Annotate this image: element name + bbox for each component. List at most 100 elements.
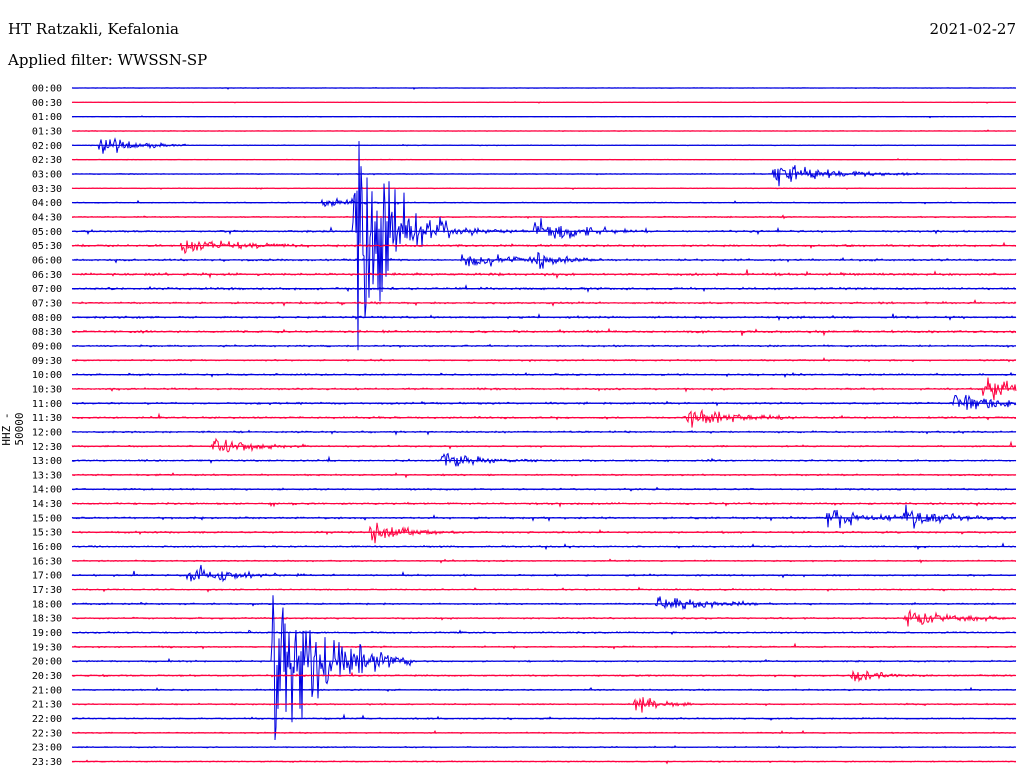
time-label: 05:30 (32, 241, 62, 252)
time-label: 15:30 (32, 528, 62, 539)
time-label: 18:00 (32, 599, 62, 610)
time-label: 07:00 (32, 284, 62, 295)
seismic-trace (71, 452, 1017, 467)
time-label: 11:00 (32, 399, 62, 410)
time-label: 11:30 (32, 413, 62, 424)
time-label: 00:30 (32, 98, 62, 109)
time-label: 09:00 (32, 341, 62, 352)
seismic-trace (71, 137, 1017, 154)
seismic-trace (71, 697, 1017, 713)
seismic-trace (71, 141, 1016, 351)
time-label: 09:30 (32, 356, 62, 367)
time-label: 22:00 (32, 714, 62, 725)
time-label: 14:00 (32, 485, 62, 496)
seismic-trace (71, 472, 1017, 479)
time-label: 03:30 (32, 184, 62, 195)
time-label: 23:30 (32, 757, 62, 768)
seismic-trace (71, 669, 1017, 683)
time-label: 21:30 (32, 700, 62, 711)
seismic-trace (71, 408, 1017, 428)
seismic-trace (71, 87, 1017, 90)
seismic-trace (71, 501, 1017, 508)
filter-label: Applied filter: WWSSN-SP (8, 51, 208, 69)
seismic-trace (71, 608, 1017, 627)
seismic-trace (71, 394, 1017, 410)
time-label: 14:30 (32, 499, 62, 510)
time-label: 19:00 (32, 628, 62, 639)
seismic-trace (71, 214, 1017, 220)
seismic-trace (71, 357, 1017, 363)
seismic-trace (71, 196, 1017, 208)
time-label: 05:00 (32, 227, 62, 238)
seismic-trace (71, 327, 1017, 337)
seismic-trace (71, 343, 1016, 349)
seismic-trace (71, 522, 1017, 544)
time-label: 18:30 (32, 614, 62, 625)
time-label: 06:00 (32, 255, 62, 266)
time-label: 07:30 (32, 298, 62, 309)
seismic-trace (71, 371, 1017, 378)
time-label: 03:00 (32, 169, 62, 180)
time-label: 15:00 (32, 513, 62, 524)
seismic-trace (71, 240, 1017, 255)
seismic-trace (71, 115, 1017, 119)
seismic-trace (71, 596, 1017, 611)
seismic-trace (71, 313, 1017, 322)
seismic-trace (71, 558, 1017, 564)
seismic-trace (71, 269, 1017, 280)
time-label: 01:00 (32, 112, 62, 123)
time-label: 10:30 (32, 384, 62, 395)
time-label: 00:00 (32, 84, 62, 95)
time-label: 20:30 (32, 671, 62, 682)
time-label: 02:30 (32, 155, 62, 166)
time-label: 17:30 (32, 585, 62, 596)
seismic-trace (71, 564, 1016, 583)
time-label: 08:30 (32, 327, 62, 338)
time-label: 13:00 (32, 456, 62, 467)
seismic-trace (71, 158, 1017, 161)
time-label: 04:00 (32, 198, 62, 209)
date-label: 2021-02-27 (929, 20, 1016, 38)
seismic-trace (71, 745, 1017, 749)
seismic-trace (71, 759, 1017, 765)
time-label: 16:30 (32, 556, 62, 567)
time-label: 08:00 (32, 313, 62, 324)
seismic-trace (71, 486, 1016, 492)
time-label: 06:30 (32, 270, 62, 281)
time-label: 01:30 (32, 126, 62, 137)
time-label: 16:00 (32, 542, 62, 553)
time-label: 21:00 (32, 685, 62, 696)
seismic-trace (71, 101, 1017, 104)
time-label: 19:30 (32, 642, 62, 653)
time-labels: 00:00 00:30 01:00 01:30 02:00 02:30 03:00 03:30… (32, 84, 62, 769)
seismic-trace (71, 642, 1017, 650)
seismic-trace (71, 629, 1017, 636)
seismic-trace (71, 377, 1017, 401)
seismic-trace (71, 595, 1017, 741)
seismic-trace (71, 437, 1017, 453)
seismic-trace (71, 713, 1017, 721)
seismic-trace (71, 299, 1017, 307)
time-label: 23:00 (32, 743, 62, 754)
seismic-trace (71, 730, 1017, 735)
time-label: 12:00 (32, 427, 62, 438)
seismic-traces (71, 87, 1017, 765)
seismic-trace (71, 504, 1017, 529)
seismic-trace (71, 429, 1017, 436)
time-label: 02:00 (32, 141, 62, 152)
time-label: 13:30 (32, 470, 62, 481)
seismic-trace (72, 251, 1017, 269)
seismic-trace (71, 186, 1017, 190)
seismic-trace (71, 165, 1016, 187)
time-label: 17:00 (32, 571, 62, 582)
seismic-trace (71, 284, 1017, 293)
time-label: 20:00 (32, 657, 62, 668)
station-name: HT Ratzakli, Kefalonia (8, 20, 179, 38)
seismic-trace (72, 129, 1017, 132)
time-label: 10:00 (32, 370, 62, 381)
seismic-trace (71, 586, 1017, 593)
time-label: 04:30 (32, 212, 62, 223)
time-label: 12:30 (32, 442, 62, 453)
time-label: 22:30 (32, 728, 62, 739)
